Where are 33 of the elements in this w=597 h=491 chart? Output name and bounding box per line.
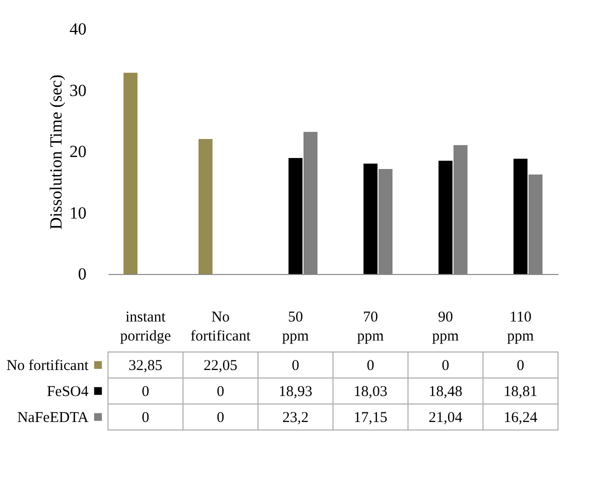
data-label: 0 [216,410,224,426]
x-tick-label: No fortificant [190,310,252,344]
data-label: 0 [142,410,150,426]
data-label: 0 [442,358,450,374]
y-tick-label: 40 [70,20,86,38]
data-label: 22,05 [204,358,238,374]
y-axis-title: Dissolution Time (sec) [46,74,66,230]
data-label: 16,24 [504,410,538,426]
data-label: 18,03 [354,384,388,400]
data-label: 18,48 [428,384,462,400]
data-label: 0 [142,384,150,400]
data-label: 0 [366,358,374,374]
data-label: 0 [516,358,524,374]
data-label: 23,2 [282,410,309,426]
legend-label: FeSO4 [46,384,89,400]
y-tick-label: 10 [70,203,86,222]
x-tick-label: 90 ppm [432,310,460,344]
data-label: 32,85 [128,358,162,374]
data-label: 17,15 [354,410,388,426]
data-label: 0 [292,358,300,374]
data-label: 18,81 [504,384,538,400]
y-tick-label: 30 [70,80,86,100]
data-label: 0 [216,384,224,400]
y-tick-label: 20 [70,142,86,161]
legend-label: No fortificant [6,358,90,374]
data-label: 18,93 [278,384,312,400]
x-tick-label: 70 ppm [357,310,384,344]
y-tick-label: 0 [78,264,86,284]
x-tick-label: 110 ppm [507,310,534,344]
data-label: 21,04 [428,410,463,426]
x-tick-label: instant porridge [120,310,172,344]
legend-label: NaFeEDTA [17,410,89,426]
x-tick-label: 50 ppm [282,310,310,344]
